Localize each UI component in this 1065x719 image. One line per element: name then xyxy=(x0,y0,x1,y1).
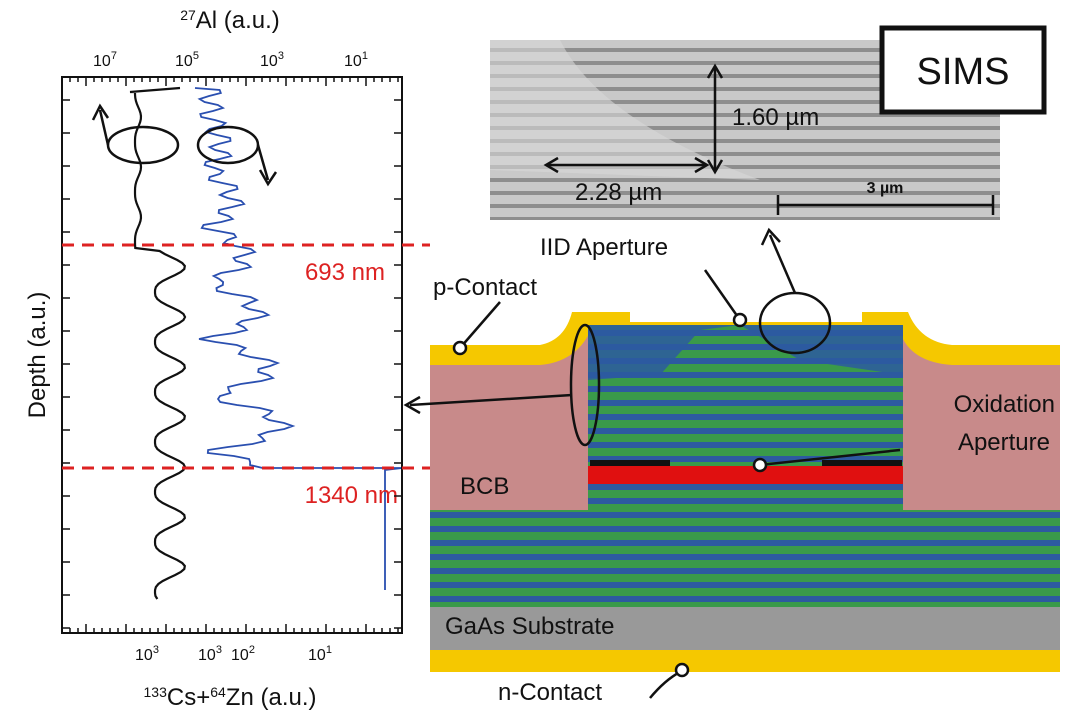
tick-base: 10 xyxy=(93,53,111,70)
tick-label: 103 xyxy=(135,644,159,664)
sem: 1.60 µm 2.28 µm 3 µm SIMS xyxy=(490,28,1044,220)
tick-label: 101 xyxy=(344,50,368,70)
lower-dbr xyxy=(430,510,1060,607)
axis-ticks xyxy=(62,77,402,633)
figure: BCB GaAs Substrate p-Contact n-Contact I… xyxy=(0,0,1065,719)
tick-exp: 1 xyxy=(326,644,332,656)
tick-label: 105 xyxy=(175,50,199,70)
top-axis-label: 27Al (a.u.) xyxy=(180,7,280,34)
n-contact-metal xyxy=(430,650,1060,672)
tick-base: 10 xyxy=(175,53,193,70)
oxide xyxy=(588,466,903,484)
bottom-axis-label: 133Cs+64Zn (a.u.) xyxy=(144,684,317,711)
tick-exp: 3 xyxy=(278,50,284,62)
tick-base: 10 xyxy=(135,647,153,664)
cs-zn-profile xyxy=(130,88,185,599)
tick-label: 102 xyxy=(231,644,255,664)
label: Cs+ xyxy=(167,684,210,711)
tick-base: 10 xyxy=(198,647,216,664)
label: BCB xyxy=(460,473,509,500)
sup: 64 xyxy=(210,684,226,700)
y-label: Depth (a.u.) xyxy=(24,292,51,419)
label: Al (a.u.) xyxy=(196,7,280,34)
label: n-Contact xyxy=(498,679,602,706)
marker-label: 693 nm xyxy=(305,259,385,286)
tick-label: 107 xyxy=(93,50,117,70)
label: 1.60 µm xyxy=(732,104,819,131)
label: Zn (a.u.) xyxy=(226,684,317,711)
tick-exp: 2 xyxy=(249,644,255,656)
tick-label: 103 xyxy=(260,50,284,70)
oxide-edge xyxy=(590,460,670,466)
marker-label: 1340 nm xyxy=(305,482,398,509)
tick-exp: 5 xyxy=(193,50,199,62)
sims-plot: 693 nm 1340 nm Depth (a.u.) 27Al (a.u.) … xyxy=(24,7,430,711)
tick-base: 10 xyxy=(260,53,278,70)
label: GaAs Substrate xyxy=(445,613,614,640)
tick-base: 10 xyxy=(231,647,249,664)
tick-base: 10 xyxy=(308,647,326,664)
label: Oxidation xyxy=(954,391,1055,418)
tick-exp: 7 xyxy=(111,50,117,62)
tick-label: 101 xyxy=(308,644,332,664)
tick-exp: 3 xyxy=(153,644,159,656)
tick-label: 103 xyxy=(198,644,222,664)
label: 3 µm xyxy=(867,180,904,197)
sup: 133 xyxy=(144,684,168,700)
arrows xyxy=(93,106,276,184)
badge-text: SIMS xyxy=(917,51,1010,93)
tick-exp: 1 xyxy=(362,50,368,62)
tick-exp: 3 xyxy=(216,644,222,656)
tick-base: 10 xyxy=(344,53,362,70)
oxide-edge xyxy=(822,460,902,466)
label: Aperture xyxy=(958,429,1050,456)
label: 2.28 µm xyxy=(575,179,662,206)
plot-frame xyxy=(62,77,402,633)
device: BCB GaAs Substrate p-Contact n-Contact I… xyxy=(406,230,1060,706)
label: IID Aperture xyxy=(540,234,668,261)
sup: 27 xyxy=(180,7,196,23)
label: p-Contact xyxy=(433,274,537,301)
